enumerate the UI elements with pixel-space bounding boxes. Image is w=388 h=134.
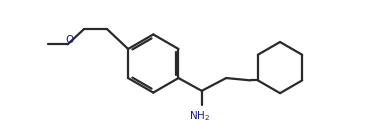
Text: O: O — [65, 35, 74, 45]
Text: NH$_2$: NH$_2$ — [189, 109, 210, 123]
